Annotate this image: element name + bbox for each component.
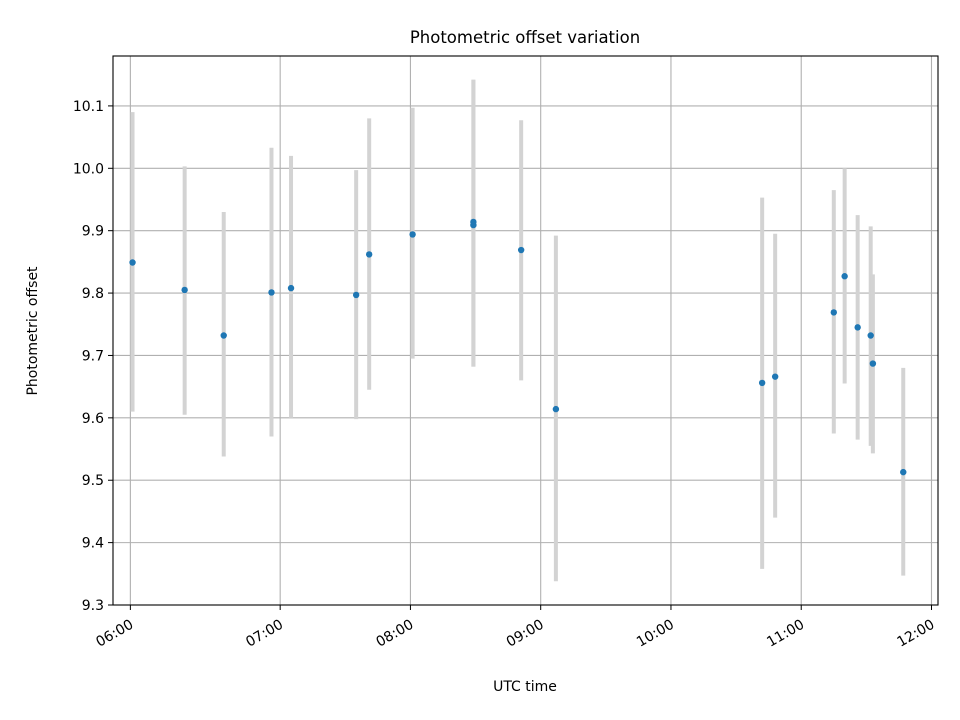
data-point	[867, 332, 874, 339]
y-tick-label: 9.4	[82, 536, 104, 552]
y-axis-label: Photometric offset	[25, 266, 41, 396]
x-axis-label: UTC time	[493, 679, 557, 695]
data-point	[220, 332, 227, 339]
y-tick-label: 9.6	[82, 411, 104, 427]
data-point	[409, 231, 416, 238]
data-point	[287, 284, 295, 292]
data-point	[517, 246, 525, 254]
grid	[113, 56, 938, 606]
y-tick-label: 9.8	[82, 286, 104, 302]
data-point	[869, 360, 877, 367]
y-tick-label: 9.7	[82, 348, 104, 364]
data-point	[552, 405, 560, 413]
data-point	[352, 291, 360, 299]
data-points	[129, 218, 907, 476]
chart-title: Photometric offset variation	[410, 28, 640, 47]
data-point	[900, 468, 907, 476]
y-axis-ticks: 9.3 9.4 9.5 9.6 9.7 9.8 9.9 10.0 10.1	[73, 99, 113, 614]
data-point	[758, 379, 766, 387]
y-tick-label: 9.5	[82, 473, 104, 489]
y-tick-label: 10.1	[73, 99, 104, 115]
data-point	[771, 373, 779, 380]
data-point	[365, 251, 373, 258]
data-point	[268, 289, 275, 296]
data-point	[830, 309, 837, 316]
data-point	[181, 286, 188, 294]
plot-frame	[112, 55, 939, 606]
data-point	[841, 273, 848, 280]
data-point	[854, 324, 861, 331]
data-point	[129, 259, 136, 266]
y-tick-label: 10.0	[73, 161, 104, 177]
data-point	[470, 218, 477, 226]
y-tick-label: 9.3	[82, 598, 104, 614]
y-tick-label: 9.9	[82, 224, 104, 240]
